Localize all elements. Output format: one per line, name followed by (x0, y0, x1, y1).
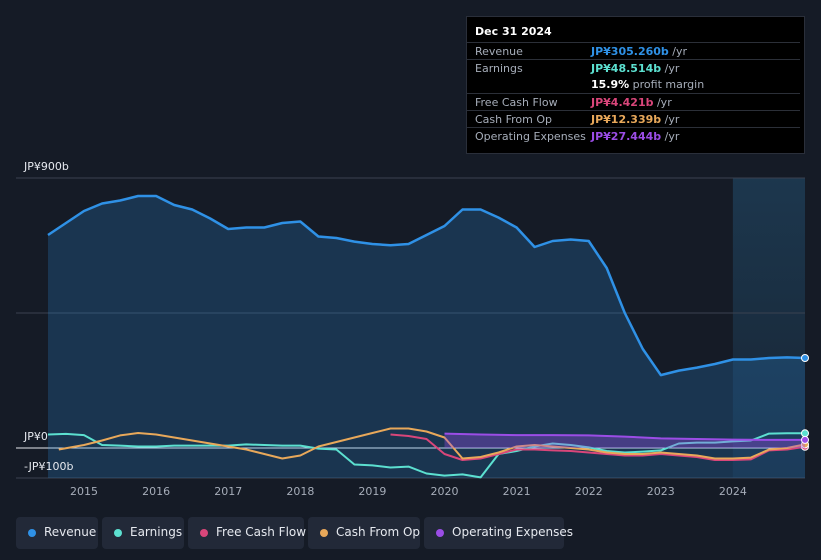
series-endpoint-earnings (801, 429, 809, 438)
tooltip-value: JP¥4.421b /yr (591, 96, 672, 109)
tooltip-value: 15.9% profit margin (591, 78, 705, 91)
tooltip-value: JP¥305.260b /yr (591, 45, 688, 58)
legend-label: Earnings (130, 525, 183, 539)
x-tick-label: 2016 (142, 485, 170, 498)
series-area-operating-expenses (444, 433, 805, 448)
tooltip-date: Dec 31 2024 (475, 25, 552, 38)
y-tick-label-top: JP¥900b (23, 160, 69, 173)
legend-dot-icon (320, 529, 328, 537)
legend-dot-icon (200, 529, 208, 537)
x-tick-label: 2015 (70, 485, 98, 498)
y-tick-label-bottom: -JP¥100b (24, 460, 73, 473)
series-endpoint-revenue (801, 354, 809, 362)
legend-dot-icon (114, 529, 122, 537)
tooltip-value: JP¥48.514b /yr (591, 62, 680, 75)
x-tick-label: 2020 (431, 485, 459, 498)
series-line-revenue (47, 194, 806, 377)
x-tick-label: 2023 (647, 485, 675, 498)
tooltip-label: Revenue (475, 45, 523, 58)
highlight-band (732, 178, 805, 478)
tooltip-label: Operating Expenses (475, 130, 586, 143)
series-endpoint-operating-expenses (801, 435, 809, 444)
x-tick-label: 2021 (503, 485, 531, 498)
tooltip-row-revenue: Revenue JP¥305.260b /yr (467, 42, 800, 60)
x-tick-label: 2018 (286, 485, 314, 498)
tooltip-label: Free Cash Flow (475, 96, 558, 109)
x-tick-label: 2022 (575, 485, 603, 498)
legend-item-free-cash-flow[interactable]: Free Cash Flow (188, 517, 307, 549)
tooltip-row-operating-expenses: Operating Expenses JP¥27.444b /yr (467, 127, 800, 145)
legend-item-earnings[interactable]: Earnings (102, 517, 184, 549)
chart-area: 2015 2016 2017 2018 2019 2020 2021 2022 2023 2024… (16, 160, 809, 498)
y-tick-label-zero: JP¥0 (23, 430, 48, 443)
tooltip-panel: Dec 31 2024 Revenue JP¥305.260b /yr Earn… (466, 16, 805, 154)
tooltip-row-earnings: Earnings JP¥48.514b /yr (467, 59, 800, 77)
legend-item-revenue[interactable]: Revenue (16, 517, 98, 549)
legend-dot-icon (436, 529, 444, 537)
tooltip-row-free-cash-flow: Free Cash Flow JP¥4.421b /yr (467, 93, 800, 111)
legend-dot-icon (28, 529, 36, 537)
legend-label: Revenue (44, 525, 97, 539)
tooltip-value: JP¥27.444b /yr (591, 130, 680, 143)
series-line-free-cash-flow (390, 433, 806, 461)
legend-label: Cash From Op (336, 525, 421, 539)
tooltip-label: Cash From Op (475, 113, 553, 126)
series-area-revenue (48, 196, 805, 478)
series-line-earnings (47, 432, 805, 479)
series-line-cash-from-op (58, 427, 806, 460)
x-tick-label: 2017 (214, 485, 242, 498)
series-line-operating-expenses (444, 432, 805, 441)
tooltip-label: Earnings (475, 62, 523, 75)
legend-label: Free Cash Flow (216, 525, 307, 539)
x-tick-label: 2024 (719, 485, 747, 498)
tooltip-row-cash-from-op: Cash From Op JP¥12.339b /yr (467, 110, 800, 128)
tooltip-value: JP¥12.339b /yr (591, 113, 680, 126)
legend-label: Operating Expenses (452, 525, 573, 539)
legend-item-cash-from-op[interactable]: Cash From Op (308, 517, 420, 549)
legend-item-operating-expenses[interactable]: Operating Expenses (424, 517, 573, 549)
tooltip-row-profit-margin: 15.9% profit margin (467, 76, 800, 93)
x-tick-label: 2019 (358, 485, 386, 498)
